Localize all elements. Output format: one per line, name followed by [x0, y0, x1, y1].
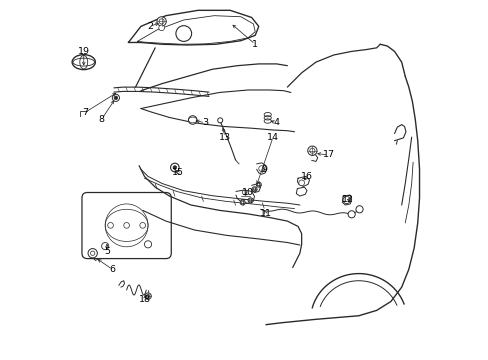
Circle shape [253, 188, 255, 191]
Text: 1: 1 [252, 40, 258, 49]
Circle shape [309, 148, 314, 153]
Circle shape [249, 199, 251, 202]
Text: 4: 4 [273, 118, 279, 127]
Circle shape [159, 19, 164, 24]
Circle shape [257, 183, 260, 186]
Text: 11: 11 [260, 210, 271, 219]
Polygon shape [311, 154, 317, 161]
Circle shape [107, 222, 113, 228]
Circle shape [176, 26, 191, 41]
Polygon shape [394, 125, 405, 141]
Circle shape [251, 187, 257, 192]
Polygon shape [128, 10, 258, 45]
Circle shape [307, 146, 316, 156]
Circle shape [159, 25, 164, 31]
Text: 8: 8 [99, 115, 104, 124]
Circle shape [256, 182, 261, 187]
Circle shape [355, 206, 363, 213]
Circle shape [144, 241, 151, 248]
Polygon shape [251, 184, 260, 193]
Circle shape [105, 204, 148, 247]
Polygon shape [297, 176, 309, 186]
Circle shape [114, 96, 118, 100]
Polygon shape [235, 190, 254, 203]
Circle shape [88, 249, 97, 258]
Text: 5: 5 [104, 247, 110, 256]
Text: 10: 10 [242, 188, 254, 197]
Polygon shape [342, 195, 351, 205]
Circle shape [347, 211, 354, 218]
Text: 12: 12 [342, 195, 353, 204]
Circle shape [247, 198, 253, 203]
Text: 15: 15 [172, 168, 184, 177]
Circle shape [144, 293, 151, 299]
Text: 19: 19 [78, 47, 90, 56]
Text: 6: 6 [109, 265, 115, 274]
Circle shape [217, 118, 222, 123]
Circle shape [102, 243, 108, 249]
Circle shape [112, 94, 119, 102]
Circle shape [258, 166, 264, 171]
Circle shape [188, 116, 197, 124]
Circle shape [240, 200, 244, 205]
Text: 17: 17 [322, 150, 334, 159]
Circle shape [343, 197, 349, 203]
Text: 16: 16 [301, 172, 312, 181]
Text: 9: 9 [261, 165, 266, 174]
Circle shape [241, 201, 244, 204]
Circle shape [298, 180, 304, 186]
Circle shape [242, 190, 246, 195]
Ellipse shape [72, 55, 95, 69]
Circle shape [170, 163, 179, 172]
Text: 7: 7 [82, 108, 88, 117]
Text: 18: 18 [138, 295, 150, 304]
Polygon shape [256, 163, 266, 174]
Text: 2: 2 [146, 22, 153, 31]
Circle shape [140, 222, 145, 228]
Text: 14: 14 [266, 132, 279, 141]
Circle shape [90, 251, 95, 255]
FancyBboxPatch shape [82, 193, 171, 258]
Circle shape [146, 294, 149, 298]
Circle shape [157, 17, 166, 26]
Text: 3: 3 [202, 118, 208, 127]
Polygon shape [296, 187, 306, 196]
Circle shape [123, 222, 129, 228]
Circle shape [173, 166, 176, 169]
Text: 13: 13 [218, 132, 230, 141]
